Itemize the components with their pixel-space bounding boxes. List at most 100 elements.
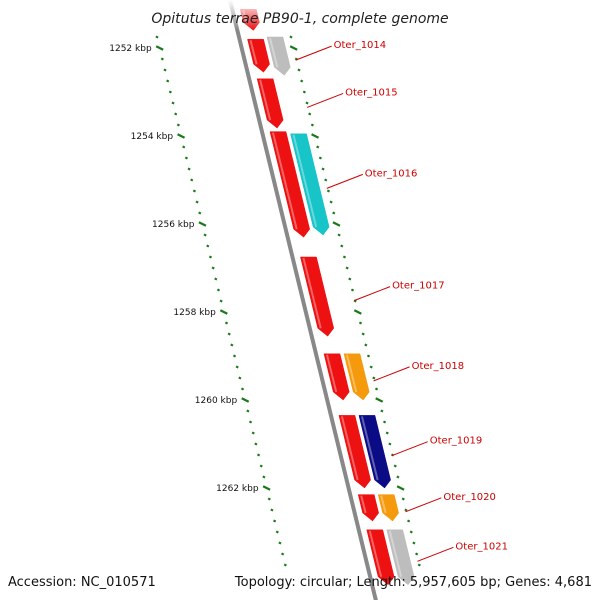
gene-highlight (340, 416, 359, 481)
outer-dot (302, 90, 306, 94)
gene-label[interactable]: Oter_1017 (392, 281, 445, 292)
map-title: Opitutus terrae PB90-1, complete genome (151, 11, 448, 27)
outer-dot (350, 288, 355, 292)
outer-dot (412, 541, 416, 545)
gene-label[interactable]: Oter_1020 (443, 492, 496, 503)
minor-tick (176, 123, 180, 127)
gene-highlight (259, 79, 272, 121)
outer-dot (332, 211, 336, 215)
minor-tick (256, 453, 261, 457)
outer-dot (308, 112, 312, 116)
minor-tick (214, 277, 218, 281)
gene-arrow[interactable] (269, 131, 310, 238)
gene-arrow[interactable] (358, 415, 391, 489)
gene-arrow[interactable] (247, 38, 270, 73)
outer-dot (321, 167, 325, 171)
minor-tick (238, 376, 242, 380)
minor-tick (278, 541, 282, 545)
gene-arrow[interactable] (386, 529, 415, 586)
major-tick (219, 309, 228, 315)
gene-highlight (249, 39, 258, 65)
minor-tick (230, 343, 234, 347)
outer-dot (361, 332, 365, 336)
major-tick (155, 45, 164, 51)
gene-arrow[interactable] (323, 353, 350, 401)
outer-dot (372, 376, 376, 380)
gene-label[interactable]: Oter_1019 (430, 436, 483, 447)
gene-label-leader (417, 546, 454, 562)
gene-highlight (388, 530, 403, 578)
gene-label[interactable]: Oter_1015 (345, 87, 398, 98)
gene-label[interactable]: Oter_1021 (455, 541, 508, 552)
gene-highlight (380, 495, 387, 514)
gene-highlight (326, 354, 338, 393)
gene-highlight (269, 37, 279, 68)
outer-dot (310, 123, 314, 127)
gene-arrow[interactable] (343, 353, 370, 401)
gene-label-leader (295, 45, 332, 61)
major-tick (241, 397, 250, 403)
gene-arrow[interactable] (300, 256, 335, 337)
outer-dot (348, 277, 352, 281)
major-tick (262, 485, 271, 491)
minor-tick (184, 156, 188, 160)
outer-dot (385, 431, 389, 435)
gene-highlight (360, 495, 367, 514)
minor-tick (208, 255, 213, 259)
gene-arrow[interactable] (256, 78, 284, 129)
minor-tick (163, 68, 167, 72)
gene-label[interactable]: Oter_1014 (334, 40, 387, 51)
minor-tick (171, 101, 175, 105)
minor-tick (190, 178, 194, 182)
top-fade (0, 0, 600, 30)
outer-dot (311, 133, 320, 139)
outer-dot (316, 145, 320, 149)
outer-dot (318, 156, 322, 160)
minor-tick (203, 233, 207, 237)
kbp-label: 1256 kbp (152, 220, 195, 230)
minor-tick (224, 321, 229, 325)
minor-tick (267, 497, 271, 501)
gene-arrow[interactable] (377, 494, 399, 522)
minor-tick (182, 145, 186, 149)
minor-tick (273, 519, 277, 523)
gene-features (239, 9, 415, 586)
gene-label-leader (373, 366, 410, 382)
outer-dot (289, 45, 298, 51)
gene-arrow[interactable] (357, 494, 379, 522)
outer-dot (409, 530, 413, 534)
outer-dot (396, 485, 405, 491)
minor-tick (216, 288, 221, 292)
minor-tick (160, 57, 164, 61)
minor-tick (275, 530, 279, 534)
gene-arrow[interactable] (338, 415, 371, 489)
kbp-label: 1252 kbp (109, 44, 152, 54)
gene-label-leader (405, 497, 442, 513)
outer-dot (393, 464, 397, 468)
gene-arrow[interactable] (266, 36, 291, 76)
kbp-labels: 1252 kbp 1254 kbp 1256 kbp 1258 kbp 1260 kbp… (109, 44, 259, 494)
outer-dot (375, 397, 384, 403)
minor-tick (166, 79, 170, 83)
outer-dot (324, 178, 328, 182)
minor-tick (259, 464, 263, 468)
minor-tick (187, 167, 191, 171)
backbone-line (227, 0, 378, 600)
outer-dot (404, 508, 408, 512)
outer-dot (374, 387, 379, 391)
gene-label-leader (306, 92, 344, 108)
outer-dot (369, 365, 373, 369)
gene-arrow[interactable] (290, 133, 330, 236)
minor-tick (195, 200, 199, 204)
minor-tick (206, 244, 210, 248)
gene-label[interactable]: Oter_1016 (365, 168, 418, 179)
outer-dot (396, 475, 400, 479)
kbp-label: 1258 kbp (173, 308, 216, 318)
minor-tick (168, 90, 172, 94)
gene-arrow[interactable] (366, 529, 395, 586)
outer-dot (366, 354, 371, 358)
gene-label[interactable]: Oter_1018 (412, 361, 465, 372)
minor-tick (248, 420, 253, 424)
outer-dot (297, 68, 301, 72)
genome-backbone (227, 0, 378, 600)
